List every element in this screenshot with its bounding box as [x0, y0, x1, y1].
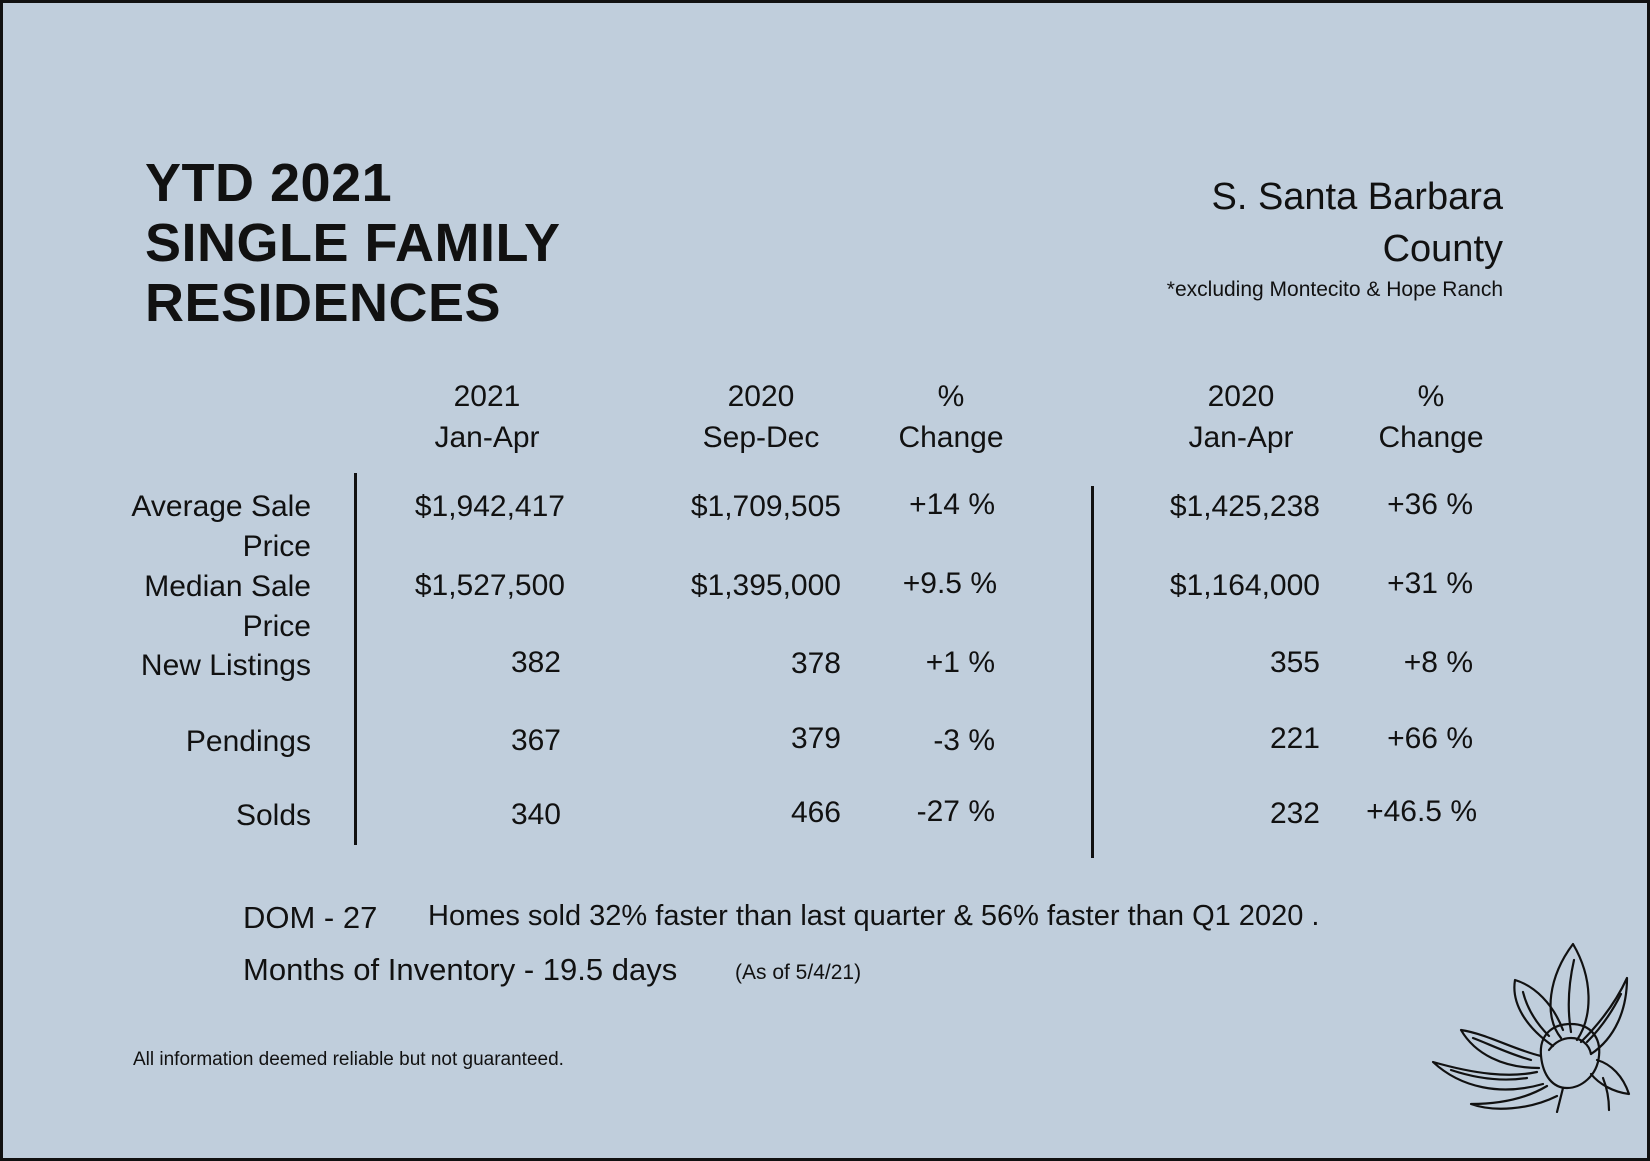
cell-pendings-2020-sep-dec: 379: [790, 722, 841, 755]
col-header-2020-jan-apr: 2020 Jan-Apr: [1188, 380, 1294, 454]
col-header-2021-jan-apr: 2021 Jan-Apr: [434, 380, 540, 454]
dom-label: DOM - 27: [243, 900, 378, 935]
cell-average-2021: $1,942,417: [414, 490, 565, 523]
dom-text: Homes sold 32% faster than last quarter …: [428, 900, 1320, 932]
col-header-2020-sep-dec: 2020 Sep-Dec: [702, 380, 820, 454]
report-title: YTD 2021 SINGLE FAMILY RESIDENCES: [145, 153, 561, 333]
cell-pendings-change-1: -3 %: [933, 724, 995, 757]
row-label-solds: Solds: [235, 799, 311, 832]
disclaimer: All information deemed reliable but not …: [133, 1049, 564, 1070]
row-label-new-listings: New Listings: [140, 649, 311, 682]
cell-median-2020-jan-apr: $1,164,000: [1169, 569, 1320, 602]
cell-listings-change-2: +8 %: [1403, 646, 1473, 679]
cell-pendings-2021: 367: [510, 724, 561, 757]
cell-average-change-2: +36 %: [1387, 488, 1473, 521]
region-block: S. Santa Barbara County *excluding Monte…: [1167, 171, 1503, 305]
cell-average-2020-jan-apr: $1,425,238: [1169, 490, 1320, 523]
title-line-3: RESIDENCES: [145, 273, 502, 333]
divider-right: [1091, 486, 1094, 858]
cell-solds-2021: 340: [510, 798, 561, 831]
region-line-1: S. Santa Barbara: [1211, 176, 1503, 218]
cell-listings-change-1: +1 %: [925, 646, 995, 679]
row-label-pendings: Pendings: [185, 725, 311, 758]
cell-listings-2021: 382: [510, 646, 561, 679]
title-line-2: SINGLE FAMILY: [145, 213, 561, 273]
title-line-1: YTD 2021: [145, 153, 393, 213]
region-line-2: County: [1382, 228, 1503, 270]
cell-average-2020-sep-dec: $1,709,505: [690, 490, 841, 523]
as-of-date: (As of 5/4/21): [735, 961, 862, 984]
cell-listings-2020-jan-apr: 355: [1269, 646, 1320, 679]
cell-median-2021: $1,527,500: [414, 569, 565, 602]
cell-solds-change-1: -27 %: [916, 795, 995, 828]
cell-pendings-2020-jan-apr: 221: [1269, 722, 1320, 755]
cell-solds-2020-sep-dec: 466: [790, 796, 841, 829]
row-label-average-sale-price: Average Sale Price: [131, 490, 311, 563]
cell-median-change-2: +31 %: [1387, 567, 1473, 600]
cell-listings-2020-sep-dec: 378: [790, 647, 841, 680]
cell-median-2020-sep-dec: $1,395,000: [690, 569, 841, 602]
col-header-pct-change-2: % Change: [1378, 380, 1484, 454]
col-header-pct-change-1: % Change: [898, 380, 1004, 454]
region-note: *excluding Montecito & Hope Ranch: [1166, 278, 1503, 301]
cell-median-change-1: +9.5 %: [902, 567, 997, 600]
cell-solds-2020-jan-apr: 232: [1269, 797, 1320, 830]
cell-average-change-1: +14 %: [909, 488, 995, 521]
magnolia-flower-icon: [1431, 942, 1631, 1113]
row-label-median-sale-price: Median Sale Price: [144, 570, 311, 643]
cell-solds-change-2: +46.5 %: [1366, 795, 1477, 828]
cell-pendings-change-2: +66 %: [1387, 722, 1473, 755]
months-of-inventory: Months of Inventory - 19.5 days: [243, 952, 678, 987]
divider-left: [354, 473, 357, 845]
